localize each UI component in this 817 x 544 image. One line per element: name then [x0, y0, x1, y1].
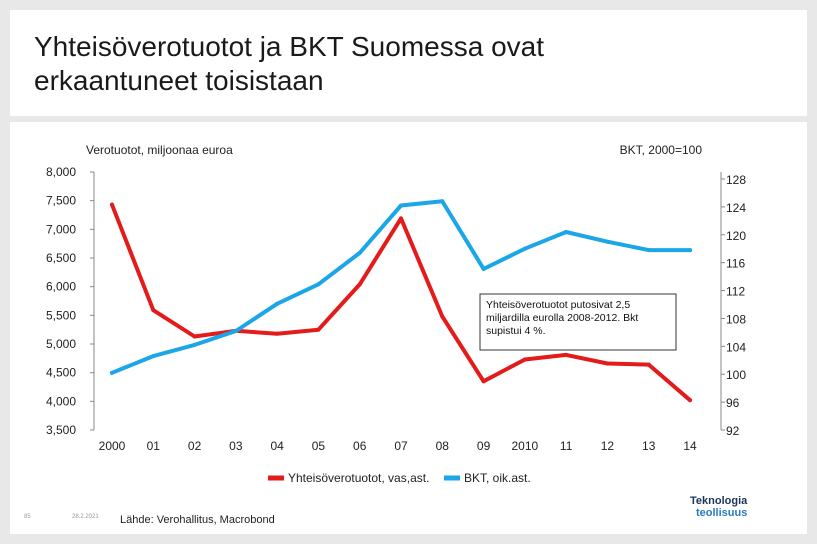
left-tick-label: 6,000: [46, 280, 76, 294]
logo-line-2: teollisuus: [696, 507, 748, 519]
x-tick-label: 08: [436, 439, 450, 453]
x-tick-label: 09: [477, 439, 491, 453]
right-tick-label: 128: [726, 173, 746, 187]
x-tick-label: 01: [147, 439, 161, 453]
right-tick-label: 112: [726, 285, 745, 299]
left-tick-label: 4,500: [46, 366, 76, 380]
right-tick-label: 100: [726, 368, 746, 382]
data-point: [316, 282, 321, 287]
data-point: [110, 202, 114, 207]
right-axis-title: BKT, 2000=100: [620, 143, 703, 157]
company-logo: Teknologia teollisuus: [690, 495, 747, 519]
data-point: [399, 203, 403, 208]
x-tick-label: 11: [560, 439, 573, 453]
data-point: [275, 301, 280, 306]
x-tick-label: 2000: [99, 439, 126, 453]
data-point: [605, 239, 610, 244]
left-tick-label: 7,500: [46, 194, 76, 208]
data-point: [151, 308, 156, 313]
data-point: [688, 248, 692, 253]
footer-date: 28.2.2021: [72, 514, 99, 520]
data-point: [646, 362, 651, 367]
data-point: [357, 250, 362, 255]
data-point: [233, 328, 238, 333]
data-point: [522, 246, 527, 251]
x-tick-label: 04: [270, 439, 284, 453]
data-point: [688, 398, 692, 403]
x-tick-label: 06: [353, 439, 367, 453]
data-point: [481, 266, 486, 271]
right-tick-label: 116: [726, 257, 745, 271]
x-tick-label: 2010: [512, 439, 539, 453]
right-tick-label: 96: [726, 396, 740, 410]
data-point: [481, 379, 486, 384]
data-point: [440, 314, 445, 319]
annotation-text: Yhteisöverotuotot putosivat 2,5 miljardil…: [486, 299, 638, 337]
chart-area: Verotuotot, miljoonaa euroa BKT, 2000=100…: [10, 122, 807, 534]
x-tick-label: 03: [229, 439, 243, 453]
legend-label-1: Yhteisöverotuotot, vas,ast.: [288, 471, 429, 485]
left-tick-label: 4,000: [46, 394, 76, 408]
data-point: [192, 334, 197, 339]
page-number: 85: [24, 514, 31, 520]
left-tick-label: 5,000: [46, 337, 76, 351]
data-point: [646, 248, 651, 253]
data-point: [605, 361, 610, 366]
data-point: [399, 216, 403, 221]
right-tick-label: 92: [726, 424, 740, 438]
data-point: [192, 342, 197, 347]
right-tick-label: 104: [726, 340, 746, 354]
right-tick-label: 124: [726, 201, 746, 215]
data-point: [564, 352, 569, 357]
source-note: Lähde: Verohallitus, Macrobond: [120, 514, 275, 526]
data-point: [316, 327, 321, 332]
x-tick-label: 14: [683, 439, 697, 453]
right-tick-label: 120: [726, 229, 746, 243]
x-tick-label: 12: [601, 439, 615, 453]
data-point: [564, 229, 569, 234]
left-tick-label: 8,000: [46, 165, 76, 179]
left-tick-label: 5,500: [46, 308, 76, 322]
data-point: [151, 354, 156, 359]
x-tick-label: 05: [312, 439, 326, 453]
data-point: [522, 357, 527, 362]
line-chart: Verotuotot, miljoonaa euroa BKT, 2000=100…: [46, 143, 746, 485]
data-point: [275, 331, 280, 336]
title-area: Yhteisöverotuotot ja BKT Suomessa ovat e…: [10, 10, 807, 116]
annotation-box: [479, 293, 677, 351]
logo-line-1: Teknologia: [690, 495, 748, 507]
data-point: [440, 199, 445, 204]
x-tick-label: 13: [642, 439, 656, 453]
left-tick-label: 6,500: [46, 251, 76, 265]
data-point: [357, 282, 362, 287]
slide-title: Yhteisöverotuotot ja BKT Suomessa ovat e…: [34, 31, 544, 96]
x-tick-label: 02: [188, 439, 202, 453]
left-axis-title: Verotuotot, miljoonaa euroa: [86, 143, 233, 157]
x-tick-label: 07: [394, 439, 408, 453]
left-tick-label: 7,000: [46, 222, 76, 236]
data-point: [110, 370, 114, 375]
left-tick-label: 3,500: [46, 423, 76, 437]
right-tick-label: 108: [726, 312, 746, 326]
legend-label-2: BKT, oik.ast.: [464, 471, 531, 485]
